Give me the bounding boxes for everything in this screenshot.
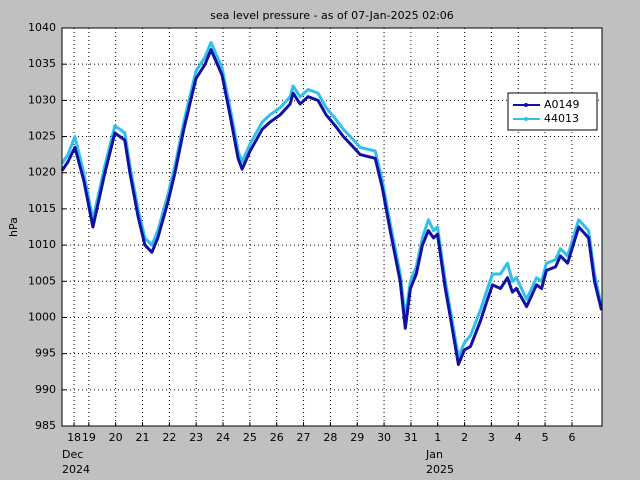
y-tick-label: 1020 bbox=[28, 166, 56, 179]
y-tick-label: 1000 bbox=[28, 310, 56, 323]
annotation: Dec bbox=[62, 448, 83, 461]
x-tick-label: 21 bbox=[136, 431, 150, 444]
x-tick-label: 1 bbox=[434, 431, 441, 444]
y-tick-label: 990 bbox=[35, 383, 56, 396]
x-tick-label: 2 bbox=[461, 431, 468, 444]
y-tick-label: 1005 bbox=[28, 274, 56, 287]
x-tick-label: 27 bbox=[297, 431, 311, 444]
y-tick-label: 1010 bbox=[28, 238, 56, 251]
x-tick-label: 28 bbox=[323, 431, 337, 444]
line-series bbox=[60, 41, 603, 359]
y-axis-label: hPa bbox=[7, 217, 20, 237]
x-tick-label: 24 bbox=[216, 431, 230, 444]
x-tick-label: 18 bbox=[67, 431, 81, 444]
line-series bbox=[60, 48, 603, 366]
y-tick-label: 1025 bbox=[28, 130, 56, 143]
chart-title: sea level pressure - as of 07-Jan-2025 0… bbox=[210, 9, 454, 22]
y-tick-label: 995 bbox=[35, 347, 56, 360]
x-tick-label: 5 bbox=[542, 431, 549, 444]
x-tick-label: 20 bbox=[109, 431, 123, 444]
legend-label: A0149 bbox=[544, 98, 580, 111]
x-tick-label: 23 bbox=[189, 431, 203, 444]
x-tick-label: 25 bbox=[243, 431, 257, 444]
x-tick-label: 4 bbox=[515, 431, 522, 444]
y-tick-label: 1015 bbox=[28, 202, 56, 215]
x-tick-label: 30 bbox=[377, 431, 391, 444]
annotation: 2025 bbox=[426, 463, 454, 476]
y-tick-label: 1030 bbox=[28, 93, 56, 106]
plot-border bbox=[61, 27, 603, 427]
x-tick-label: 22 bbox=[162, 431, 176, 444]
y-tick-label: 985 bbox=[35, 419, 56, 432]
x-tick-label: 26 bbox=[270, 431, 284, 444]
x-tick-label: 6 bbox=[568, 431, 575, 444]
y-tick-label: 1035 bbox=[28, 57, 56, 70]
annotation: Jan bbox=[425, 448, 443, 461]
x-tick-label: 29 bbox=[350, 431, 364, 444]
legend-marker bbox=[524, 117, 528, 121]
x-tick-label: 31 bbox=[404, 431, 418, 444]
legend-label: 44013 bbox=[544, 112, 579, 125]
legend-marker bbox=[524, 103, 528, 107]
x-tick-label: 3 bbox=[488, 431, 495, 444]
y-tick-label: 1040 bbox=[28, 21, 56, 34]
legend-box bbox=[507, 92, 598, 131]
x-tick-label: 19 bbox=[82, 431, 96, 444]
annotation: 2024 bbox=[62, 463, 90, 476]
